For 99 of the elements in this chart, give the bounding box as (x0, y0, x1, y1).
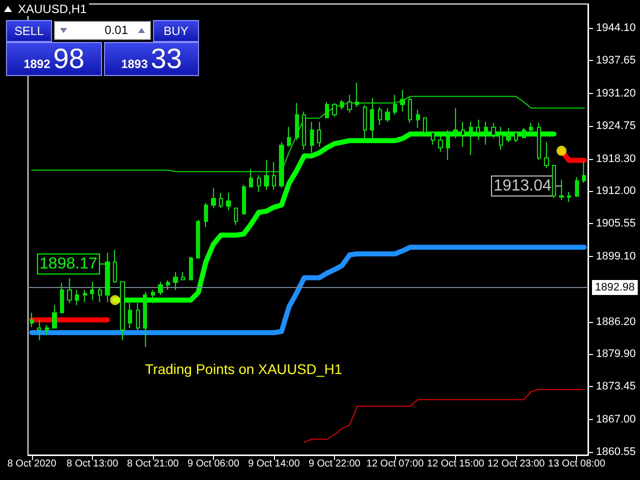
y-tick-label: 1944.10 (596, 22, 636, 34)
candlestick (378, 106, 382, 126)
candlestick (204, 202, 208, 228)
y-tick-label: 1937.65 (596, 54, 636, 67)
x-tick-label: 12 Oct 15:00 (426, 458, 485, 470)
candlestick (75, 289, 79, 306)
candlestick (317, 121, 321, 148)
candlestick (499, 126, 503, 150)
candlestick (196, 219, 200, 258)
candlestick (211, 187, 216, 209)
candlestick (461, 121, 465, 148)
annotation: Trading Points on XAUUSD_H1 (145, 361, 342, 377)
annotation: 33 (150, 43, 182, 75)
annotation: 1893 (121, 57, 148, 71)
candlestick (166, 280, 170, 290)
annotation: 98 (53, 43, 84, 75)
chart-title: XAUUSD,H1 (16, 2, 89, 16)
candlestick (143, 291, 147, 348)
y-tick-label: 1886.20 (596, 316, 636, 328)
annotation: 0.01 (104, 23, 128, 37)
y-tick-label: 1867.00 (596, 413, 636, 426)
candlestick (325, 102, 329, 118)
candlestick (151, 289, 155, 304)
candlestick (90, 281, 94, 301)
candlestick (491, 122, 496, 139)
candlestick (113, 249, 117, 284)
candlestick (257, 174, 261, 192)
x-tick-label: 12 Oct 23:00 (487, 458, 546, 470)
candlestick (514, 131, 518, 143)
x-tick-label: 9 Oct 06:00 (188, 458, 240, 470)
y-tick-label: 1918.30 (596, 152, 636, 165)
y-tick-label: 1879.90 (596, 348, 636, 360)
candlestick (302, 111, 306, 150)
candlestick (189, 256, 193, 281)
y-tick-label: 1905.55 (596, 218, 636, 230)
candlestick (234, 208, 238, 226)
x-tick-label: 9 Oct 14:00 (248, 458, 300, 470)
line-series (304, 388, 585, 443)
y-tick-label: 1873.45 (596, 380, 636, 393)
candlestick (287, 126, 291, 148)
candlestick (446, 129, 450, 160)
candlestick (45, 324, 49, 336)
ref-line-label: 1892.98 (595, 282, 635, 294)
candlestick (226, 192, 231, 211)
annotation: 1892 (24, 57, 50, 71)
x-tick-label: 8 Oct 21:00 (127, 458, 180, 470)
candlestick (295, 102, 299, 141)
x-tick-label: 8 Oct 2020 (7, 458, 57, 470)
x-tick-label: 9 Oct 22:00 (308, 458, 361, 470)
candlestick (363, 104, 367, 139)
candlestick (529, 122, 533, 136)
candlestick (181, 272, 185, 281)
candlestick (582, 161, 586, 184)
candlestick (173, 272, 178, 290)
annotation: 1913.04 (494, 178, 552, 194)
candlestick (98, 286, 102, 303)
candlestick (537, 122, 541, 160)
candlestick (522, 127, 526, 139)
x-tick-label: 8 Oct 13:00 (66, 458, 119, 470)
candlestick (136, 302, 140, 331)
candlestick (30, 312, 34, 328)
annotation: BUY (153, 20, 199, 42)
y-tick-label: 1912.00 (596, 184, 636, 197)
candlestick (83, 289, 87, 303)
candlestick (52, 304, 57, 329)
candlestick (469, 121, 473, 156)
annotation: 1898.17 (40, 256, 98, 272)
x-tick-label: 12 Oct 07:00 (366, 458, 424, 470)
candlestick (385, 108, 390, 122)
candlestick (484, 121, 488, 146)
y-tick-label: 1924.75 (596, 120, 636, 132)
candlestick (476, 119, 480, 141)
y-tick-label: 1899.10 (596, 250, 636, 262)
candlestick (340, 99, 344, 110)
candlestick (242, 184, 246, 216)
y-tick-label: 1860.55 (596, 446, 636, 458)
candlestick (453, 108, 458, 139)
annotation: SELL (6, 20, 52, 42)
candlestick (60, 282, 64, 314)
candlestick (431, 131, 435, 146)
candlestick (37, 319, 41, 341)
candlestick (416, 109, 420, 128)
candlestick (120, 281, 125, 341)
candlestick (332, 102, 337, 118)
candlestick (559, 179, 564, 201)
candlestick (67, 278, 72, 304)
candlestick (128, 302, 132, 329)
candlestick (158, 281, 163, 296)
candlestick (423, 117, 427, 136)
candlestick (575, 176, 579, 198)
candlestick (219, 192, 223, 209)
y-tick-label: 1931.20 (596, 87, 636, 100)
candlestick (544, 142, 549, 169)
candlestick (310, 121, 314, 154)
candlestick (506, 127, 511, 143)
candlestick (105, 252, 110, 303)
x-tick-label: 13 Oct 08:00 (548, 458, 606, 470)
candlestick (567, 191, 571, 203)
candlestick (438, 134, 443, 152)
